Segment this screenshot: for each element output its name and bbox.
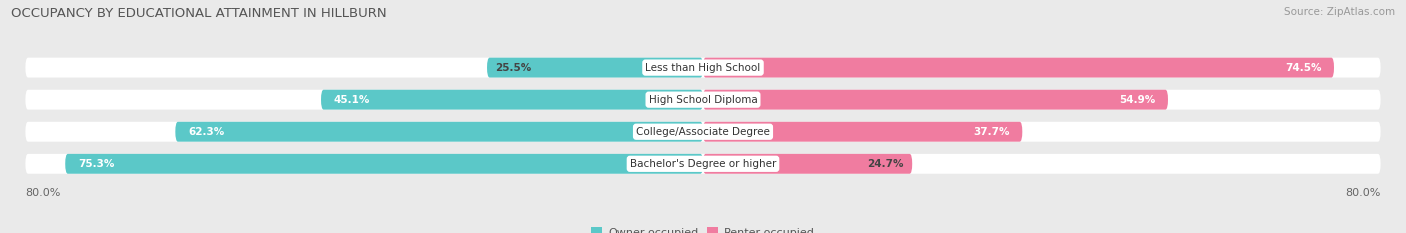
FancyBboxPatch shape xyxy=(25,122,1381,142)
Text: OCCUPANCY BY EDUCATIONAL ATTAINMENT IN HILLBURN: OCCUPANCY BY EDUCATIONAL ATTAINMENT IN H… xyxy=(11,7,387,20)
Text: Less than High School: Less than High School xyxy=(645,63,761,73)
Text: 45.1%: 45.1% xyxy=(333,95,370,105)
FancyBboxPatch shape xyxy=(486,58,703,78)
FancyBboxPatch shape xyxy=(703,122,1022,142)
Text: 24.7%: 24.7% xyxy=(868,159,904,169)
FancyBboxPatch shape xyxy=(25,154,1381,174)
Text: 80.0%: 80.0% xyxy=(1346,188,1381,198)
Text: High School Diploma: High School Diploma xyxy=(648,95,758,105)
Text: College/Associate Degree: College/Associate Degree xyxy=(636,127,770,137)
FancyBboxPatch shape xyxy=(703,58,1334,78)
Text: 25.5%: 25.5% xyxy=(495,63,531,73)
FancyBboxPatch shape xyxy=(25,90,1381,110)
FancyBboxPatch shape xyxy=(65,154,703,174)
FancyBboxPatch shape xyxy=(321,90,703,110)
Text: 37.7%: 37.7% xyxy=(973,127,1010,137)
FancyBboxPatch shape xyxy=(176,122,703,142)
Text: 54.9%: 54.9% xyxy=(1119,95,1156,105)
Text: 80.0%: 80.0% xyxy=(25,188,60,198)
Text: Bachelor's Degree or higher: Bachelor's Degree or higher xyxy=(630,159,776,169)
FancyBboxPatch shape xyxy=(703,90,1168,110)
Text: 62.3%: 62.3% xyxy=(188,127,225,137)
Legend: Owner-occupied, Renter-occupied: Owner-occupied, Renter-occupied xyxy=(592,227,814,233)
Text: Source: ZipAtlas.com: Source: ZipAtlas.com xyxy=(1284,7,1395,17)
FancyBboxPatch shape xyxy=(25,58,1381,78)
FancyBboxPatch shape xyxy=(703,154,912,174)
Text: 75.3%: 75.3% xyxy=(77,159,114,169)
Text: 74.5%: 74.5% xyxy=(1285,63,1322,73)
